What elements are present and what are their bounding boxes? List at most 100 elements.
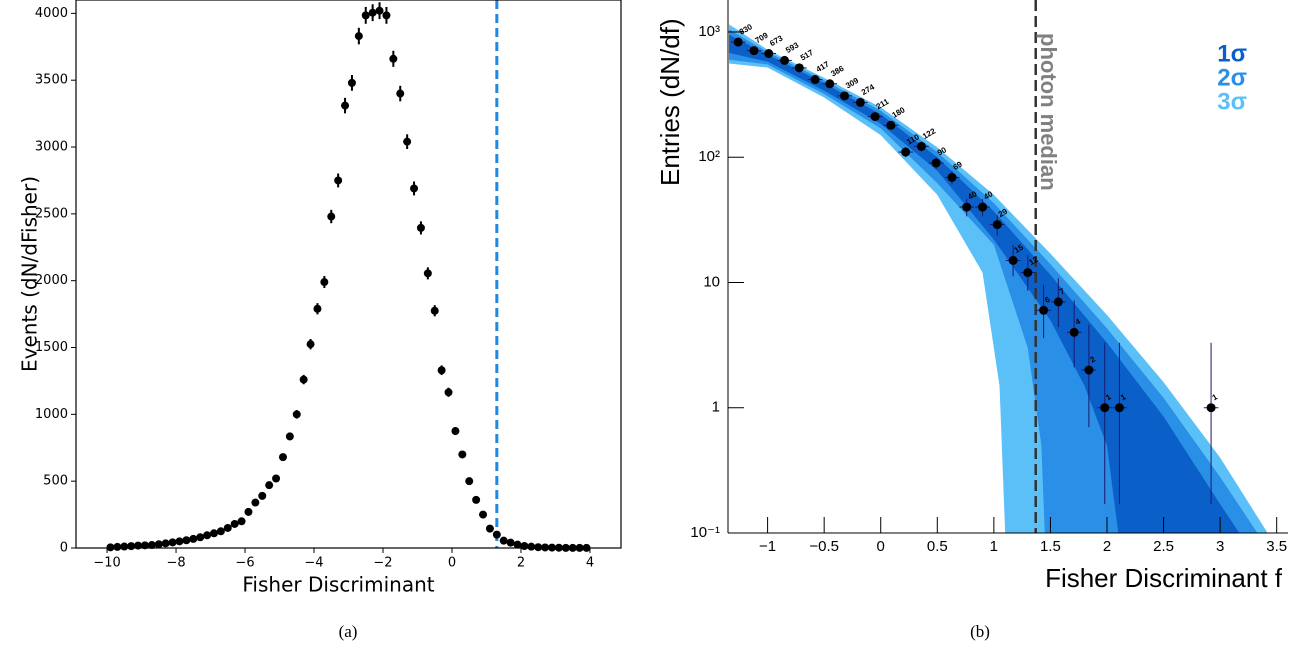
data-point <box>492 530 501 539</box>
data-point <box>382 11 391 20</box>
data-point <box>733 37 743 47</box>
data-point <box>403 137 412 146</box>
data-point <box>886 120 896 130</box>
x-tick-label: −10 <box>93 556 120 571</box>
data-point <box>520 541 529 550</box>
data-point <box>451 427 460 436</box>
data-point <box>978 202 988 212</box>
reference-label: photon median <box>1036 33 1061 191</box>
y-tick-label: 10² <box>698 148 720 165</box>
x-tick-label: −2 <box>373 556 392 571</box>
data-point <box>147 541 156 550</box>
x-tick-label: 2 <box>517 556 525 571</box>
data-point <box>810 75 820 85</box>
y-tick-label: 0 <box>60 541 68 556</box>
data-label: 386 <box>829 64 846 79</box>
y-axis-title: Events (dN/dFisher) <box>18 176 42 372</box>
data-point <box>120 542 129 551</box>
data-point <box>1039 305 1049 315</box>
x-tick-label: 3.5 <box>1266 538 1287 555</box>
data-point <box>1206 403 1216 413</box>
y-tick-label: 1000 <box>35 407 68 422</box>
data-point <box>396 89 405 98</box>
data-point <box>306 340 315 349</box>
data-point <box>278 453 287 462</box>
data-point <box>285 432 294 441</box>
x-axis-title: Fisher Discriminant <box>242 573 434 597</box>
y-tick-label: 2000 <box>35 273 68 288</box>
data-label: 211 <box>875 97 891 112</box>
x-tick-label: 2 <box>1103 538 1111 555</box>
y-tick-label: 10 <box>703 273 720 290</box>
data-point <box>209 529 218 538</box>
data-point <box>794 63 804 73</box>
data-point <box>485 524 494 533</box>
data-label: 274 <box>860 82 877 97</box>
data-point <box>175 537 184 546</box>
data-point <box>347 78 356 87</box>
data-point <box>1084 365 1094 375</box>
data-point <box>947 172 957 182</box>
data-point <box>334 176 343 185</box>
data-point <box>265 481 274 490</box>
x-tick-label: −4 <box>304 556 323 571</box>
data-point <box>354 32 363 41</box>
data-label: 1 <box>1119 392 1128 402</box>
data-label: 830 <box>738 22 755 37</box>
data-label: 1 <box>1211 392 1220 402</box>
y-tick-label: 500 <box>43 474 68 489</box>
data-point <box>1023 268 1033 278</box>
data-point <box>506 538 515 547</box>
panel-a: −10 −8 −6 −4 −2 0 2 4 0 500 1000 1500 2000 2500 3000 35… <box>18 0 622 641</box>
x-tick-label: 1 <box>990 538 998 555</box>
data-point <box>749 46 759 56</box>
y-tick-label: 2500 <box>35 206 68 221</box>
data-point <box>361 11 370 20</box>
data-point <box>423 269 432 278</box>
data-point <box>437 366 446 375</box>
data-point <box>472 495 481 504</box>
data-point <box>140 541 149 550</box>
x-tick-label: 4 <box>586 556 594 571</box>
data-point <box>901 147 911 157</box>
caption: (a) <box>339 622 358 641</box>
data-label: 7 <box>1058 286 1067 296</box>
x-tick-label: 2.5 <box>1153 538 1174 555</box>
data-point <box>458 450 467 459</box>
data-point <box>764 49 774 59</box>
x-tick-label: 0 <box>877 538 885 555</box>
data-point <box>410 184 419 193</box>
data-label: 309 <box>844 76 861 91</box>
data-point <box>499 536 508 545</box>
data-point <box>216 527 225 536</box>
data-point <box>992 220 1002 230</box>
x-tick-label: −6 <box>235 556 254 571</box>
data-point <box>341 101 350 110</box>
data-point <box>106 543 115 552</box>
data-point <box>127 542 136 551</box>
data-point <box>1053 297 1063 307</box>
data-label: 180 <box>890 105 907 120</box>
data-label: 2 <box>1088 354 1097 364</box>
legend-entry: 3σ <box>1217 88 1247 115</box>
data-label: 673 <box>768 33 785 48</box>
data-point <box>272 474 281 483</box>
data-point <box>479 510 488 519</box>
data-label: 517 <box>799 48 816 63</box>
x-tick-label: −8 <box>166 556 185 571</box>
y-tick-label: 4000 <box>35 6 68 21</box>
x-tick-label: −1 <box>759 538 776 555</box>
data-point <box>1008 255 1018 265</box>
data-point <box>931 158 941 168</box>
data-label: 593 <box>784 40 801 55</box>
data-point <box>870 112 880 122</box>
data-point <box>825 79 835 89</box>
data-label: 122 <box>921 126 938 141</box>
data-point <box>416 223 425 232</box>
data-point <box>327 212 336 221</box>
data-point <box>527 542 536 551</box>
data-point <box>161 539 170 548</box>
x-tick-label: 0.5 <box>927 538 948 555</box>
data-point <box>196 533 205 542</box>
